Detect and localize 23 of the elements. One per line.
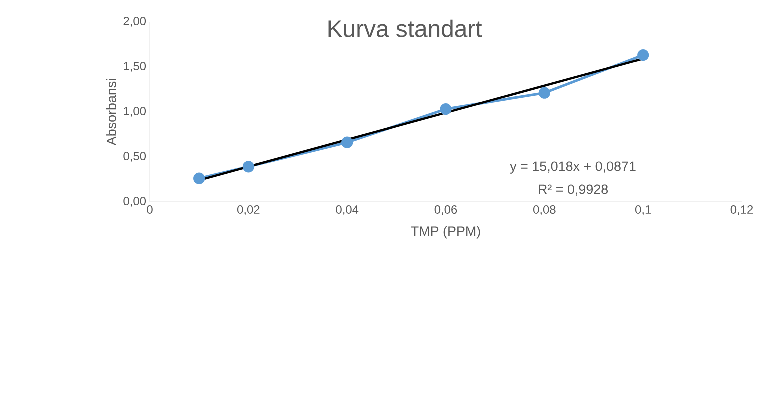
y-axis-title: Absorbansi [106,79,116,146]
y-tick-label: 2,00 [124,17,146,27]
point [194,172,206,184]
point [440,103,452,116]
y-tick-label: 1,50 [124,62,146,72]
y-tick-label: 0,50 [124,152,146,162]
y-tick-label: 0,00 [124,197,146,207]
x-tick-label: 0 [147,206,153,214]
annotation: R² = 0,9928 [539,184,608,196]
point [242,161,254,173]
point [342,136,354,148]
point [538,87,550,99]
x-axis-title: TMP (PPM) [411,226,480,239]
chart-title: Kurva standart [328,20,482,38]
x-tick-label: 0,1 [636,206,652,216]
annotation: y = 15,018x + 0,0871 [510,162,636,174]
y-tick-label: 1,00 [124,107,146,117]
x-tick-label: 0,02 [238,206,260,216]
x-tick-label: 0,12 [730,206,754,216]
x-tick-label: 0,06 [434,206,458,216]
x-tick-label: 0,08 [534,206,556,216]
point [638,49,650,62]
x-tick-label: 0,04 [336,206,359,216]
